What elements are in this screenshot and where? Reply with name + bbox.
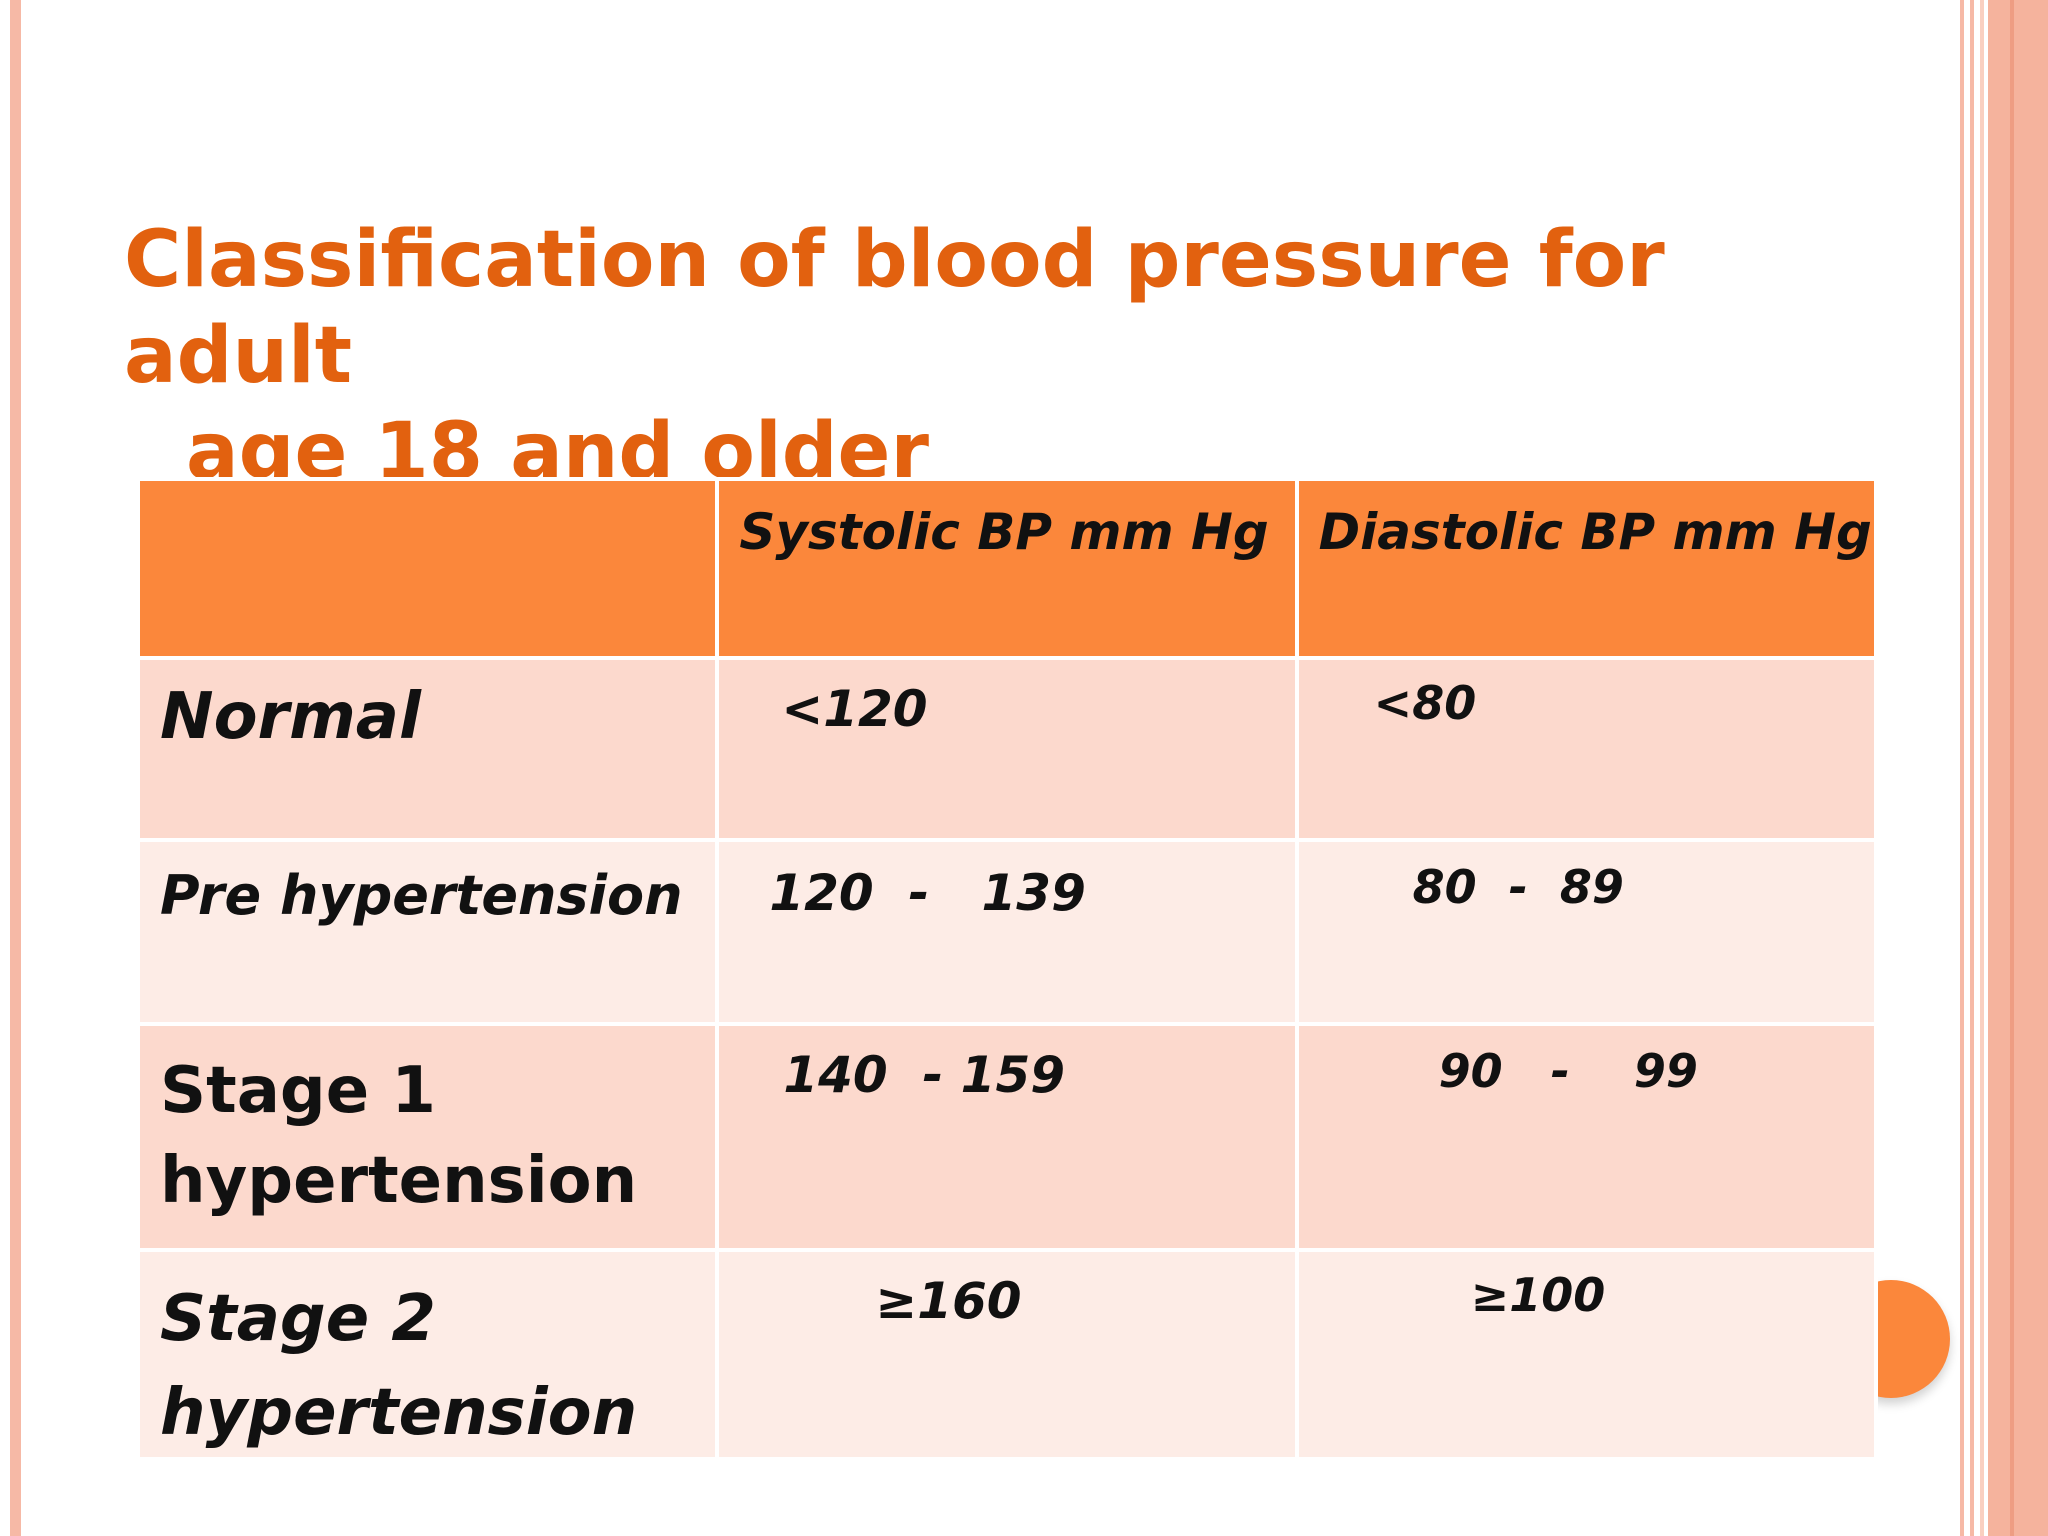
diastolic-value: 80 - 89 [1412,860,1624,914]
table-row: Stage 2 hypertension ≥160 ≥100 [135,1248,1879,1461]
header-cell-systolic: Systolic BP mm Hg [715,477,1299,660]
diastolic-cell: ≥100 [1294,1248,1879,1461]
systolic-value: 140 - 159 [783,1046,1066,1104]
category-cell: Stage 2 hypertension [135,1248,720,1461]
slide-title-line1: Classification of blood pressure for adu… [124,215,1665,401]
diastolic-cell: 80 - 89 [1294,838,1879,1026]
blood-pressure-table: Systolic BP mm Hg Diastolic BP mm Hg Nor… [135,477,1879,1461]
diastolic-cell: <80 [1294,656,1879,842]
systolic-cell: <120 [715,656,1299,842]
category-cell: Stage 1 hypertension [135,1022,720,1252]
systolic-value: <120 [781,680,928,738]
systolic-value: ≥160 [875,1272,1022,1330]
systolic-value: 120 - 139 [769,864,1086,922]
category-cell: Normal [135,656,720,842]
systolic-cell: 120 - 139 [715,838,1299,1026]
table-row: Pre hypertension 120 - 139 80 - 89 [135,838,1879,1026]
category-label: Stage 2 hypertension [160,1282,638,1450]
category-label: Pre hypertension [160,864,683,927]
category-label: Stage 1 hypertension [160,1054,638,1218]
category-cell: Pre hypertension [135,838,720,1026]
diastolic-value: <80 [1373,676,1477,730]
header-cell-category [135,477,720,660]
systolic-cell: ≥160 [715,1248,1299,1461]
right-border-band [1980,0,2048,1536]
table-row: Stage 1 hypertension 140 - 159 90 - 99 [135,1022,1879,1252]
slide-title: Classification of blood pressure for adu… [124,212,1824,500]
header-diastolic-label: Diastolic BP mm Hg [1318,503,1872,561]
diastolic-cell: 90 - 99 [1294,1022,1879,1252]
table-row: Normal <120 <80 [135,656,1879,842]
diastolic-value: ≥100 [1470,1268,1606,1322]
right-border-line [2010,0,2014,1536]
right-border-line [1960,0,1964,1536]
header-systolic-label: Systolic BP mm Hg [739,503,1269,561]
category-label: Normal [160,680,421,754]
table-header-row: Systolic BP mm Hg Diastolic BP mm Hg [135,477,1879,660]
left-border-decoration [10,0,21,1536]
header-cell-diastolic: Diastolic BP mm Hg [1294,477,1879,660]
right-border-line [1970,0,1974,1536]
systolic-cell: 140 - 159 [715,1022,1299,1252]
diastolic-value: 90 - 99 [1438,1044,1698,1098]
